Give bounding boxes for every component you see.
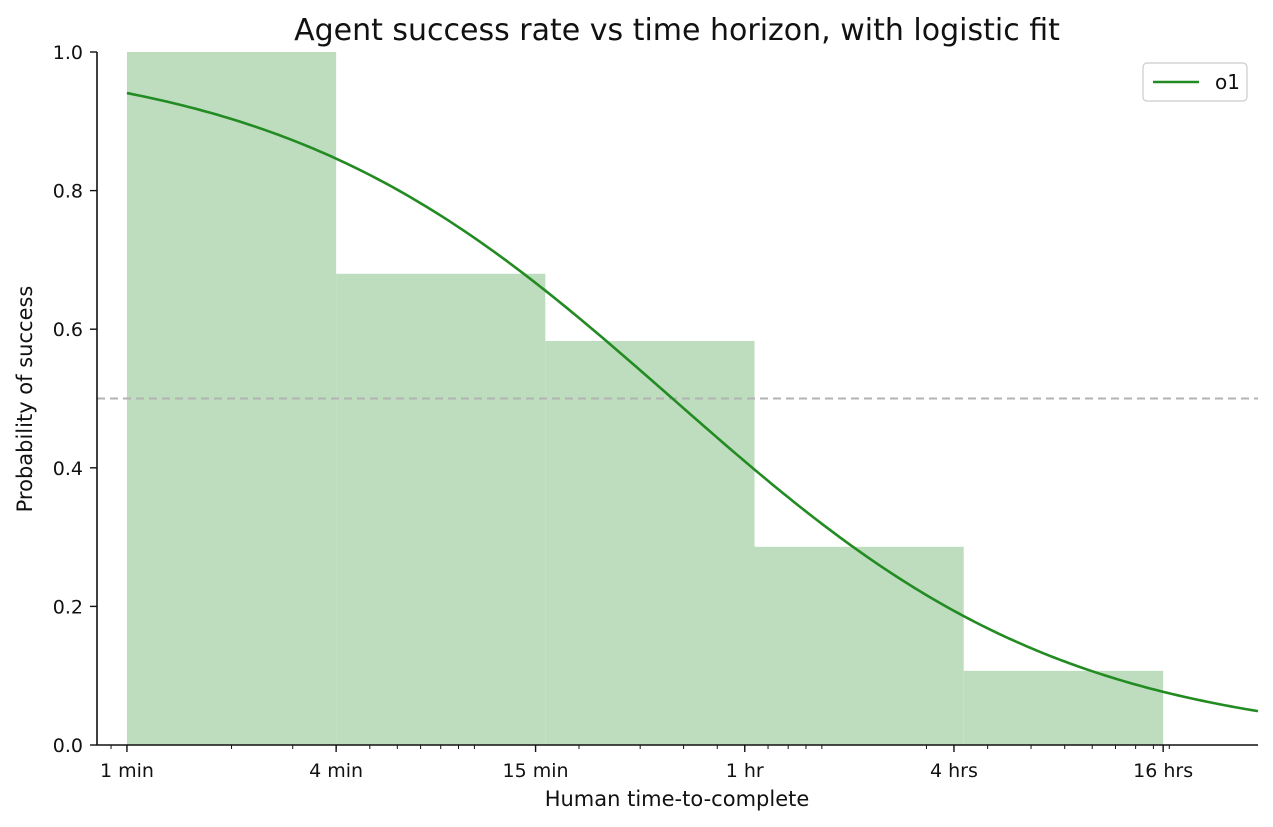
x-tick-label-0: 1 min — [100, 760, 154, 782]
histogram-bars — [126, 52, 1164, 745]
x-tick-label-4: 4 hrs — [930, 760, 978, 782]
y-tick-label-3: 0.6 — [53, 319, 83, 341]
chart-title: Agent success rate vs time horizon, with… — [294, 13, 1060, 48]
x-axis-label: Human time-to-complete — [545, 787, 810, 811]
x-ticks: 1 min 4 min 15 min 1 hr 4 hrs 16 hrs — [100, 745, 1193, 782]
y-tick-label-4: 0.8 — [53, 181, 83, 203]
x-tick-label-3: 1 hr — [726, 760, 764, 782]
y-tick-label-0: 0.0 — [53, 735, 83, 757]
bar-5 — [963, 670, 1164, 745]
y-tick-label-2: 0.4 — [53, 458, 83, 480]
legend-label-o1: o1 — [1215, 70, 1240, 94]
x-tick-label-1: 4 min — [309, 760, 363, 782]
series-line-o1 — [126, 91, 1259, 713]
legend: o1 — [1142, 62, 1248, 102]
x-tick-label-2: 15 min — [503, 760, 569, 782]
x-minor-ticks — [110, 745, 1170, 749]
y-tick-label-5: 1.0 — [53, 42, 83, 64]
bar-4 — [754, 546, 964, 745]
x-tick-label-5: 16 hrs — [1133, 760, 1193, 782]
y-axis-label: Probability of success — [13, 286, 37, 513]
bar-3 — [545, 340, 755, 745]
y-tick-label-1: 0.2 — [53, 596, 83, 618]
y-ticks: 0.0 0.2 0.4 0.6 0.8 1.0 — [53, 42, 97, 757]
bar-2 — [336, 273, 546, 745]
